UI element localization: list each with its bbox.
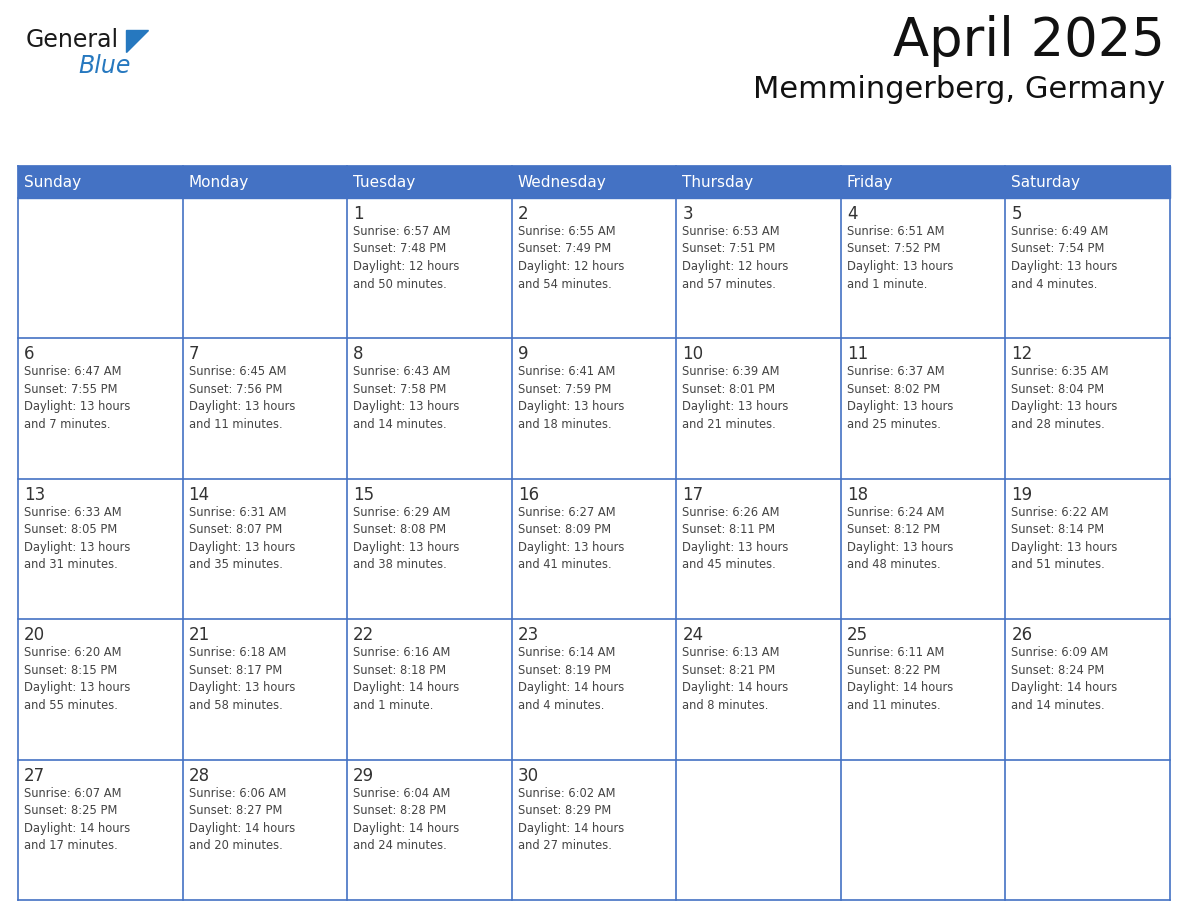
Text: Sunrise: 6:45 AM
Sunset: 7:56 PM
Daylight: 13 hours
and 11 minutes.: Sunrise: 6:45 AM Sunset: 7:56 PM Dayligh… — [189, 365, 295, 431]
Text: 3: 3 — [682, 205, 693, 223]
Text: 7: 7 — [189, 345, 200, 364]
Text: 15: 15 — [353, 486, 374, 504]
Text: 27: 27 — [24, 767, 45, 785]
Text: Sunrise: 6:04 AM
Sunset: 8:28 PM
Daylight: 14 hours
and 24 minutes.: Sunrise: 6:04 AM Sunset: 8:28 PM Dayligh… — [353, 787, 460, 852]
Text: 6: 6 — [24, 345, 34, 364]
Text: Sunrise: 6:09 AM
Sunset: 8:24 PM
Daylight: 14 hours
and 14 minutes.: Sunrise: 6:09 AM Sunset: 8:24 PM Dayligh… — [1011, 646, 1118, 711]
Text: 14: 14 — [189, 486, 210, 504]
Text: 1: 1 — [353, 205, 364, 223]
Text: Sunrise: 6:55 AM
Sunset: 7:49 PM
Daylight: 12 hours
and 54 minutes.: Sunrise: 6:55 AM Sunset: 7:49 PM Dayligh… — [518, 225, 624, 290]
Text: Thursday: Thursday — [682, 174, 753, 189]
Text: Sunrise: 6:27 AM
Sunset: 8:09 PM
Daylight: 13 hours
and 41 minutes.: Sunrise: 6:27 AM Sunset: 8:09 PM Dayligh… — [518, 506, 624, 571]
Text: Wednesday: Wednesday — [518, 174, 606, 189]
Text: 24: 24 — [682, 626, 703, 644]
Text: 2: 2 — [518, 205, 529, 223]
Text: 19: 19 — [1011, 486, 1032, 504]
Text: 9: 9 — [518, 345, 529, 364]
Text: Sunrise: 6:41 AM
Sunset: 7:59 PM
Daylight: 13 hours
and 18 minutes.: Sunrise: 6:41 AM Sunset: 7:59 PM Dayligh… — [518, 365, 624, 431]
Text: Sunrise: 6:35 AM
Sunset: 8:04 PM
Daylight: 13 hours
and 28 minutes.: Sunrise: 6:35 AM Sunset: 8:04 PM Dayligh… — [1011, 365, 1118, 431]
Text: 23: 23 — [518, 626, 539, 644]
Text: 28: 28 — [189, 767, 210, 785]
Text: Sunrise: 6:06 AM
Sunset: 8:27 PM
Daylight: 14 hours
and 20 minutes.: Sunrise: 6:06 AM Sunset: 8:27 PM Dayligh… — [189, 787, 295, 852]
Text: Sunrise: 6:39 AM
Sunset: 8:01 PM
Daylight: 13 hours
and 21 minutes.: Sunrise: 6:39 AM Sunset: 8:01 PM Dayligh… — [682, 365, 789, 431]
Text: Memmingerberg, Germany: Memmingerberg, Germany — [753, 75, 1165, 104]
Text: Sunrise: 6:33 AM
Sunset: 8:05 PM
Daylight: 13 hours
and 31 minutes.: Sunrise: 6:33 AM Sunset: 8:05 PM Dayligh… — [24, 506, 131, 571]
Text: Sunrise: 6:43 AM
Sunset: 7:58 PM
Daylight: 13 hours
and 14 minutes.: Sunrise: 6:43 AM Sunset: 7:58 PM Dayligh… — [353, 365, 460, 431]
Text: Sunrise: 6:13 AM
Sunset: 8:21 PM
Daylight: 14 hours
and 8 minutes.: Sunrise: 6:13 AM Sunset: 8:21 PM Dayligh… — [682, 646, 789, 711]
Text: Sunrise: 6:47 AM
Sunset: 7:55 PM
Daylight: 13 hours
and 7 minutes.: Sunrise: 6:47 AM Sunset: 7:55 PM Dayligh… — [24, 365, 131, 431]
Text: Monday: Monday — [189, 174, 248, 189]
Text: Sunrise: 6:02 AM
Sunset: 8:29 PM
Daylight: 14 hours
and 27 minutes.: Sunrise: 6:02 AM Sunset: 8:29 PM Dayligh… — [518, 787, 624, 852]
Text: Sunrise: 6:31 AM
Sunset: 8:07 PM
Daylight: 13 hours
and 35 minutes.: Sunrise: 6:31 AM Sunset: 8:07 PM Dayligh… — [189, 506, 295, 571]
Text: 8: 8 — [353, 345, 364, 364]
Text: General: General — [26, 28, 119, 52]
Text: 5: 5 — [1011, 205, 1022, 223]
Text: 13: 13 — [24, 486, 45, 504]
Text: Sunrise: 6:16 AM
Sunset: 8:18 PM
Daylight: 14 hours
and 1 minute.: Sunrise: 6:16 AM Sunset: 8:18 PM Dayligh… — [353, 646, 460, 711]
Text: 17: 17 — [682, 486, 703, 504]
Text: Sunrise: 6:20 AM
Sunset: 8:15 PM
Daylight: 13 hours
and 55 minutes.: Sunrise: 6:20 AM Sunset: 8:15 PM Dayligh… — [24, 646, 131, 711]
Text: Sunrise: 6:18 AM
Sunset: 8:17 PM
Daylight: 13 hours
and 58 minutes.: Sunrise: 6:18 AM Sunset: 8:17 PM Dayligh… — [189, 646, 295, 711]
Text: Sunrise: 6:37 AM
Sunset: 8:02 PM
Daylight: 13 hours
and 25 minutes.: Sunrise: 6:37 AM Sunset: 8:02 PM Dayligh… — [847, 365, 953, 431]
Text: Saturday: Saturday — [1011, 174, 1080, 189]
Text: Sunrise: 6:29 AM
Sunset: 8:08 PM
Daylight: 13 hours
and 38 minutes.: Sunrise: 6:29 AM Sunset: 8:08 PM Dayligh… — [353, 506, 460, 571]
Text: Sunrise: 6:14 AM
Sunset: 8:19 PM
Daylight: 14 hours
and 4 minutes.: Sunrise: 6:14 AM Sunset: 8:19 PM Dayligh… — [518, 646, 624, 711]
Text: 4: 4 — [847, 205, 858, 223]
Polygon shape — [126, 30, 148, 52]
Text: Friday: Friday — [847, 174, 893, 189]
Text: 16: 16 — [518, 486, 539, 504]
Text: Sunrise: 6:57 AM
Sunset: 7:48 PM
Daylight: 12 hours
and 50 minutes.: Sunrise: 6:57 AM Sunset: 7:48 PM Dayligh… — [353, 225, 460, 290]
Text: Sunrise: 6:24 AM
Sunset: 8:12 PM
Daylight: 13 hours
and 48 minutes.: Sunrise: 6:24 AM Sunset: 8:12 PM Dayligh… — [847, 506, 953, 571]
Text: 26: 26 — [1011, 626, 1032, 644]
Text: 20: 20 — [24, 626, 45, 644]
Text: 12: 12 — [1011, 345, 1032, 364]
Text: April 2025: April 2025 — [893, 15, 1165, 67]
Text: 11: 11 — [847, 345, 868, 364]
Text: 18: 18 — [847, 486, 868, 504]
Text: Sunrise: 6:51 AM
Sunset: 7:52 PM
Daylight: 13 hours
and 1 minute.: Sunrise: 6:51 AM Sunset: 7:52 PM Dayligh… — [847, 225, 953, 290]
Text: 30: 30 — [518, 767, 539, 785]
Text: 29: 29 — [353, 767, 374, 785]
Text: Sunrise: 6:26 AM
Sunset: 8:11 PM
Daylight: 13 hours
and 45 minutes.: Sunrise: 6:26 AM Sunset: 8:11 PM Dayligh… — [682, 506, 789, 571]
Text: Sunrise: 6:07 AM
Sunset: 8:25 PM
Daylight: 14 hours
and 17 minutes.: Sunrise: 6:07 AM Sunset: 8:25 PM Dayligh… — [24, 787, 131, 852]
Text: 21: 21 — [189, 626, 210, 644]
Bar — [18, 166, 1170, 198]
Text: Blue: Blue — [78, 54, 131, 78]
Text: Sunrise: 6:49 AM
Sunset: 7:54 PM
Daylight: 13 hours
and 4 minutes.: Sunrise: 6:49 AM Sunset: 7:54 PM Dayligh… — [1011, 225, 1118, 290]
Text: Tuesday: Tuesday — [353, 174, 416, 189]
Text: 10: 10 — [682, 345, 703, 364]
Text: 25: 25 — [847, 626, 868, 644]
Text: Sunrise: 6:22 AM
Sunset: 8:14 PM
Daylight: 13 hours
and 51 minutes.: Sunrise: 6:22 AM Sunset: 8:14 PM Dayligh… — [1011, 506, 1118, 571]
Text: 22: 22 — [353, 626, 374, 644]
Text: Sunday: Sunday — [24, 174, 81, 189]
Text: Sunrise: 6:11 AM
Sunset: 8:22 PM
Daylight: 14 hours
and 11 minutes.: Sunrise: 6:11 AM Sunset: 8:22 PM Dayligh… — [847, 646, 953, 711]
Text: Sunrise: 6:53 AM
Sunset: 7:51 PM
Daylight: 12 hours
and 57 minutes.: Sunrise: 6:53 AM Sunset: 7:51 PM Dayligh… — [682, 225, 789, 290]
